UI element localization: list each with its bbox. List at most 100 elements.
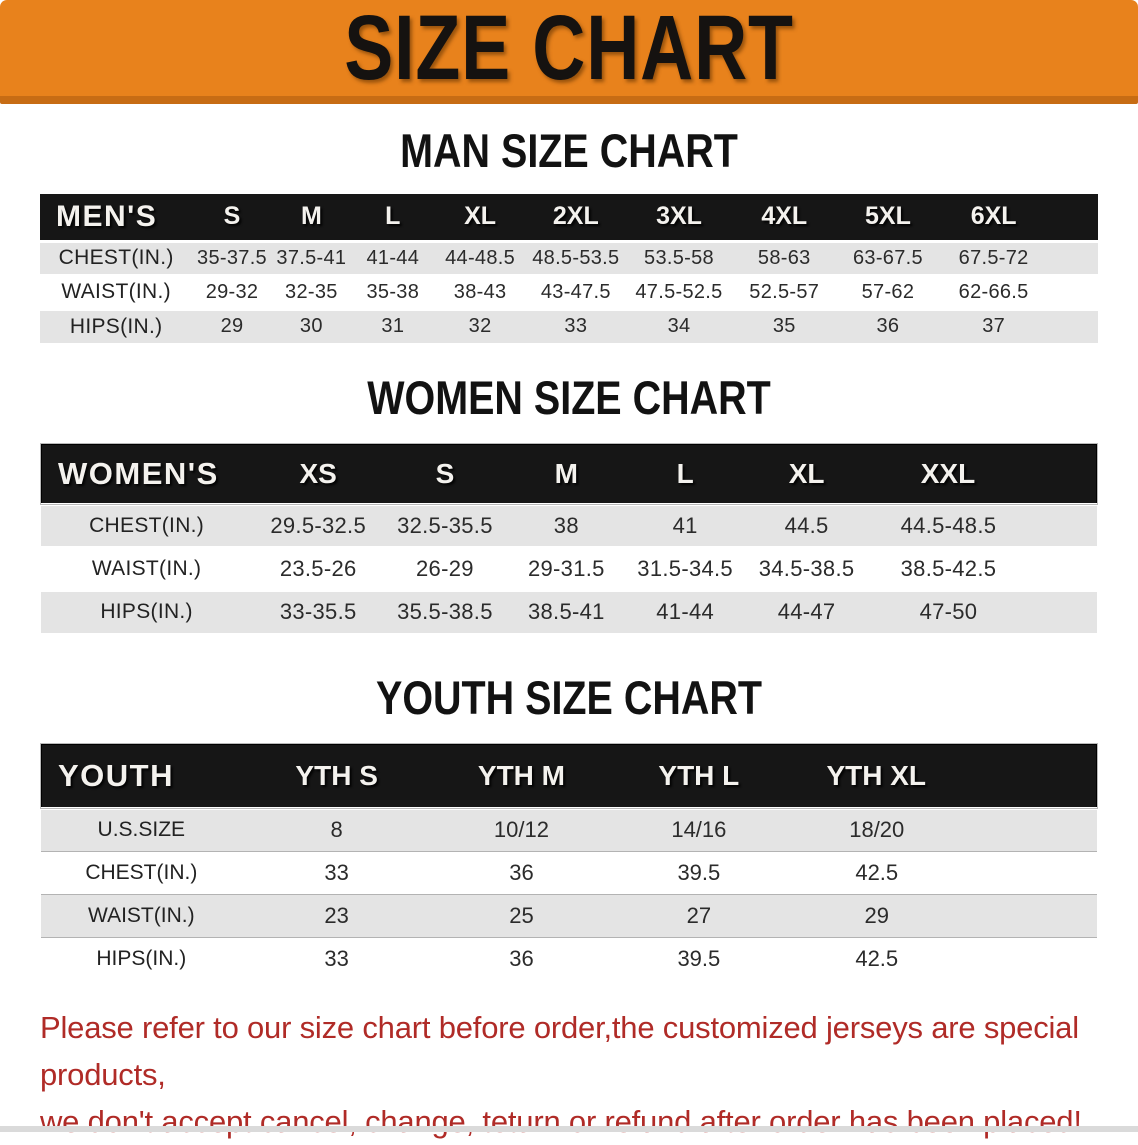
size-table-header-row: WOMEN'S XS S M L XL XXL [40,443,1098,505]
size-value-cell: 32.5-35.5 [397,512,493,538]
size-column-header: L [676,457,694,489]
size-value-cell: 33 [564,315,588,338]
table-corner-label: MEN'S [56,199,158,233]
size-value-cell: 34.5-38.5 [758,555,855,581]
size-value-cell: 18/20 [849,817,905,842]
size-value-cell: 36 [876,315,900,338]
size-value-cell: 63-67.5 [852,246,923,269]
man-section-title: MAN SIZE CHART [400,124,738,177]
size-value-cell: 32 [468,315,492,338]
size-column-header: S [223,202,241,231]
size-value-cell: 33 [324,945,349,971]
measurement-row: WAIST(IN.) 23.5-26 26-29 29-31.5 31.5-34.5 34… [41,547,1097,590]
size-value-cell: 33 [324,859,349,885]
banner-title: SIZE CHART [344,0,794,99]
size-chart-banner: SIZE CHART [0,0,1138,104]
size-value-cell: 36 [509,859,534,885]
size-value-cell: 29 [220,315,244,338]
table-corner-label: WOMEN'S [58,455,219,491]
size-value-cell: 57-62 [861,280,915,303]
measurement-row: WAIST(IN.) 29-32 32-35 35-38 38-43 43-47.5 47.… [40,275,1098,309]
size-column-header: XL [788,457,825,489]
row-label: HIPS(IN.) [69,314,163,338]
measurement-row: HIPS(IN.) 33 36 39.5 42.5 [41,937,1097,980]
size-value-cell: 23.5-26 [279,555,357,581]
size-table-header-row: YOUTH YTH S YTH M YTH L YTH XL [40,743,1098,809]
size-value-cell: 67.5-72 [958,246,1029,269]
size-value-cell: 53.5-58 [644,246,714,269]
disclaimer-line-2: we don't accept cancel, change, teturn o… [40,1104,1082,1139]
row-label: HIPS(IN.) [96,946,187,970]
size-column-header: M [300,202,322,231]
size-column-header: 2XL [552,202,599,231]
disclaimer-text: Please refer to our size chart before or… [40,1004,1124,1145]
measurement-row: U.S.SIZE 8 10/12 14/16 18/20 [41,808,1097,851]
size-value-cell: 29-31.5 [527,555,605,581]
size-value-cell: 62-66.5 [958,280,1029,303]
row-label: CHEST(IN.) [85,860,198,884]
mens-size-table: MEN'S S M L XL 2XL 3XL 4XL 5XL 6XL CHEST(IN.) 35-37… [40,194,1098,343]
size-value-cell: 47.5-52.5 [635,280,723,303]
size-column-header: 5XL [865,202,911,231]
size-value-cell: 38 [553,512,579,538]
size-value-cell: 42.5 [855,859,899,885]
size-column-header: XL [464,202,497,231]
size-column-header: M [554,457,578,489]
size-value-cell: 36 [509,945,534,971]
measurement-row: CHEST(IN.) 33 36 39.5 42.5 [41,851,1097,894]
size-value-cell: 41-44 [656,599,715,625]
size-column-header: YTH M [477,759,566,791]
women-section-title: WOMEN SIZE CHART [367,371,771,424]
row-label: HIPS(IN.) [100,600,193,624]
size-column-header: YTH S [295,759,378,791]
size-value-cell: 35-37.5 [197,246,267,269]
size-column-header: 4XL [761,202,808,231]
size-value-cell: 38-43 [453,280,507,303]
size-value-cell: 27 [686,902,712,928]
size-value-cell: 29.5-32.5 [270,512,367,538]
size-value-cell: 8 [330,817,343,842]
size-value-cell: 44-48.5 [445,246,516,269]
size-value-cell: 38.5-42.5 [900,555,997,581]
size-value-cell: 14/16 [671,817,727,842]
measurement-row: CHEST(IN.) 35-37.5 37.5-41 41-44 44-48.5 48.5… [40,241,1098,275]
size-value-cell: 47-50 [919,599,978,625]
size-value-cell: 37.5-41 [276,246,347,269]
disclaimer-line-1: Please refer to our size chart before or… [40,1010,1079,1092]
size-value-cell: 58-63 [757,246,811,269]
size-value-cell: 34 [667,315,691,338]
size-value-cell: 41 [672,512,698,538]
row-label: CHEST(IN.) [89,513,205,537]
size-value-cell: 31 [381,315,405,338]
size-value-cell: 35-38 [366,280,420,303]
measurement-row: HIPS(IN.) 29 30 31 32 33 34 35 36 37 [40,309,1098,343]
size-column-header: XS [299,457,337,489]
size-column-header: L [385,202,401,231]
measurement-row: CHEST(IN.) 29.5-32.5 32.5-35.5 38 41 44.5 44.5… [41,504,1097,547]
size-value-cell: 48.5-53.5 [532,246,620,269]
size-value-cell: 37 [982,315,1006,338]
measurement-row: WAIST(IN.) 23 25 27 29 [41,894,1097,937]
size-value-cell: 29-32 [205,280,259,303]
size-value-cell: 52.5-57 [749,280,820,303]
table-corner-label: YOUTH [58,757,174,793]
size-value-cell: 44.5-48.5 [900,512,997,538]
row-label: CHEST(IN.) [58,246,174,269]
size-value-cell: 31.5-34.5 [637,555,733,581]
size-value-cell: 44-47 [777,599,836,625]
size-value-cell: 42.5 [855,945,899,971]
size-value-cell: 26-29 [416,555,474,581]
size-value-cell: 38.5-41 [527,599,605,625]
size-value-cell: 23 [324,902,349,928]
size-value-cell: 32-35 [285,280,338,303]
size-value-cell: 35 [772,315,796,338]
size-value-cell: 25 [509,902,534,928]
row-label: U.S.SIZE [97,818,186,841]
size-value-cell: 30 [299,315,323,338]
image-bottom-edge [0,1126,1138,1132]
womens-size-table: WOMEN'S XS S M L XL XXL CHEST(IN.) 29.5-32.5 32.5… [40,443,1098,633]
size-column-header: YTH L [658,759,740,791]
youth-size-table: YOUTH YTH S YTH M YTH L YTH XL U.S.SIZE 8 10/12… [40,743,1098,980]
size-value-cell: 44.5 [784,512,829,538]
size-value-cell: 39.5 [677,945,721,971]
